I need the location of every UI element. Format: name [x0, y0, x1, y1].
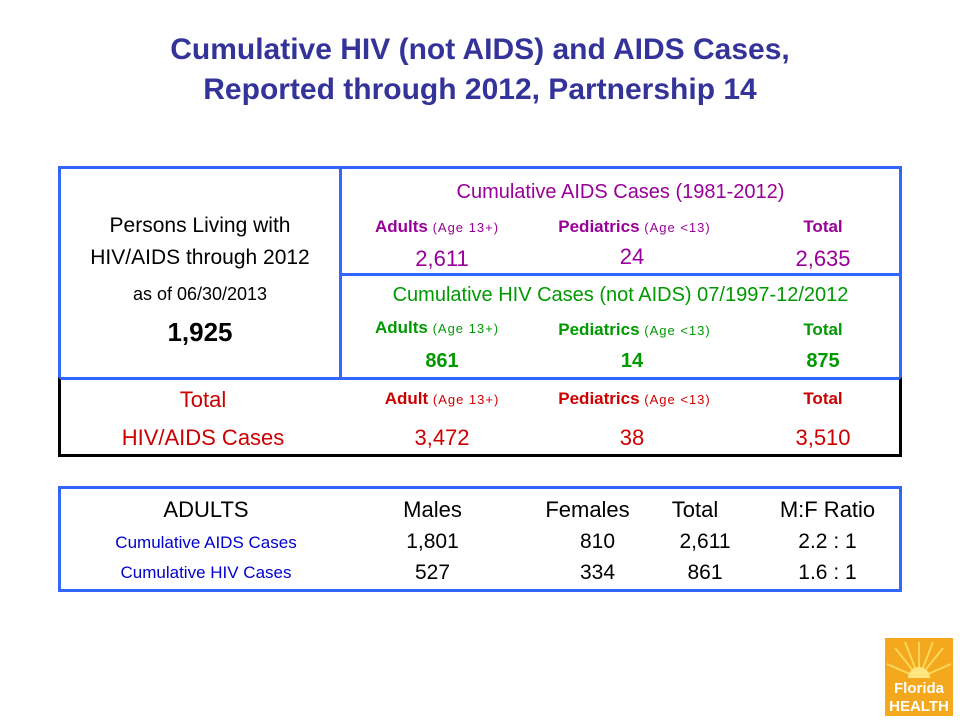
aids-adults-value: 2,611: [415, 246, 469, 271]
adults-header-category: ADULTS: [163, 497, 249, 522]
adults-row-hiv-total: 861: [687, 561, 723, 584]
hiv-adults-age: (Age 13+): [432, 321, 500, 336]
logo-line-2: HEALTH: [889, 698, 949, 715]
totals-peds-header: Pediatrics (Age <13): [532, 389, 737, 409]
adults-table: [58, 486, 902, 592]
aids-total-value: 2,635: [795, 246, 851, 271]
adults-row-aids-females: 810: [579, 530, 616, 553]
living-label-1: Persons Living with: [109, 214, 291, 237]
hiv-peds-value: 14: [620, 350, 644, 372]
hiv-adults-value: 861: [425, 350, 459, 372]
totals-cell: [58, 377, 902, 457]
slide-title: Cumulative HIV (not AIDS) and AIDS Cases…: [0, 30, 960, 110]
florida-health-logo: Florida HEALTH: [885, 638, 953, 716]
totals-label: Total: [179, 387, 227, 412]
aids-adults-header: Adults (Age 13+): [342, 217, 532, 237]
hiv-heading: Cumulative HIV Cases (not AIDS) 07/1997-…: [392, 284, 849, 306]
adults-header-total: Total: [671, 497, 719, 522]
living-label-3: as of 06/30/2013: [132, 284, 268, 304]
adults-row-hiv-label: Cumulative HIV Cases: [120, 563, 292, 582]
logo-line-1: Florida: [894, 680, 945, 697]
adults-header-females: Females: [545, 497, 630, 522]
hiv-total-value: 875: [806, 350, 840, 372]
totals-row-label: HIV/AIDS Cases: [121, 425, 285, 450]
hiv-total-header: Total: [803, 320, 843, 339]
aids-adults-label: Adults: [374, 217, 428, 236]
aids-peds-label: Pediatrics: [558, 217, 640, 236]
hiv-adults-label: Adults: [374, 318, 428, 337]
adults-header-ratio: M:F Ratio: [779, 497, 876, 522]
totals-total-header: Total: [803, 389, 843, 408]
totals-peds-value: 38: [619, 425, 645, 450]
adults-row-hiv-ratio: 1.6 : 1: [798, 561, 857, 584]
adults-row-aids-total: 2,611: [679, 530, 731, 553]
hiv-peds-header: Pediatrics (Age <13): [532, 320, 737, 340]
adults-row-aids-label: Cumulative AIDS Cases: [115, 533, 297, 552]
title-line-2: Reported through 2012, Partnership 14: [203, 73, 757, 106]
adults-row-aids-males: 1,801: [406, 530, 459, 553]
totals-peds-label: Pediatrics: [558, 389, 640, 408]
totals-adult-value: 3,472: [414, 425, 470, 450]
adults-row-aids-ratio: 2.2 : 1: [798, 530, 857, 553]
aids-total-header: Total: [803, 217, 843, 236]
aids-peds-age: (Age <13): [644, 220, 711, 235]
aids-heading: Cumulative AIDS Cases (1981-2012): [456, 181, 785, 203]
aids-peds-header: Pediatrics (Age <13): [532, 217, 737, 237]
hiv-peds-age: (Age <13): [644, 323, 711, 338]
totals-peds-age: (Age <13): [644, 392, 711, 407]
adults-row-hiv-females: 334: [579, 561, 616, 584]
adults-row-hiv-males: 527: [414, 561, 451, 584]
aids-peds-value: 24: [619, 244, 645, 269]
totals-total-value: 3,510: [795, 425, 851, 450]
totals-adult-age: (Age 13+): [432, 392, 500, 407]
aids-adults-age: (Age 13+): [432, 220, 500, 235]
living-label-2: HIV/AIDS through 2012: [90, 246, 310, 269]
hiv-peds-label: Pediatrics: [558, 320, 640, 339]
living-count: 1,925: [167, 317, 233, 347]
hiv-adults-header: Adults (Age 13+): [342, 318, 532, 338]
title-line-1: Cumulative HIV (not AIDS) and AIDS Cases…: [170, 33, 790, 66]
sunburst-icon: Florida HEALTH: [885, 638, 953, 716]
totals-adult-label: Adult: [384, 389, 429, 408]
totals-adult-header: Adult (Age 13+): [342, 389, 542, 409]
adults-header-males: Males: [403, 497, 462, 522]
